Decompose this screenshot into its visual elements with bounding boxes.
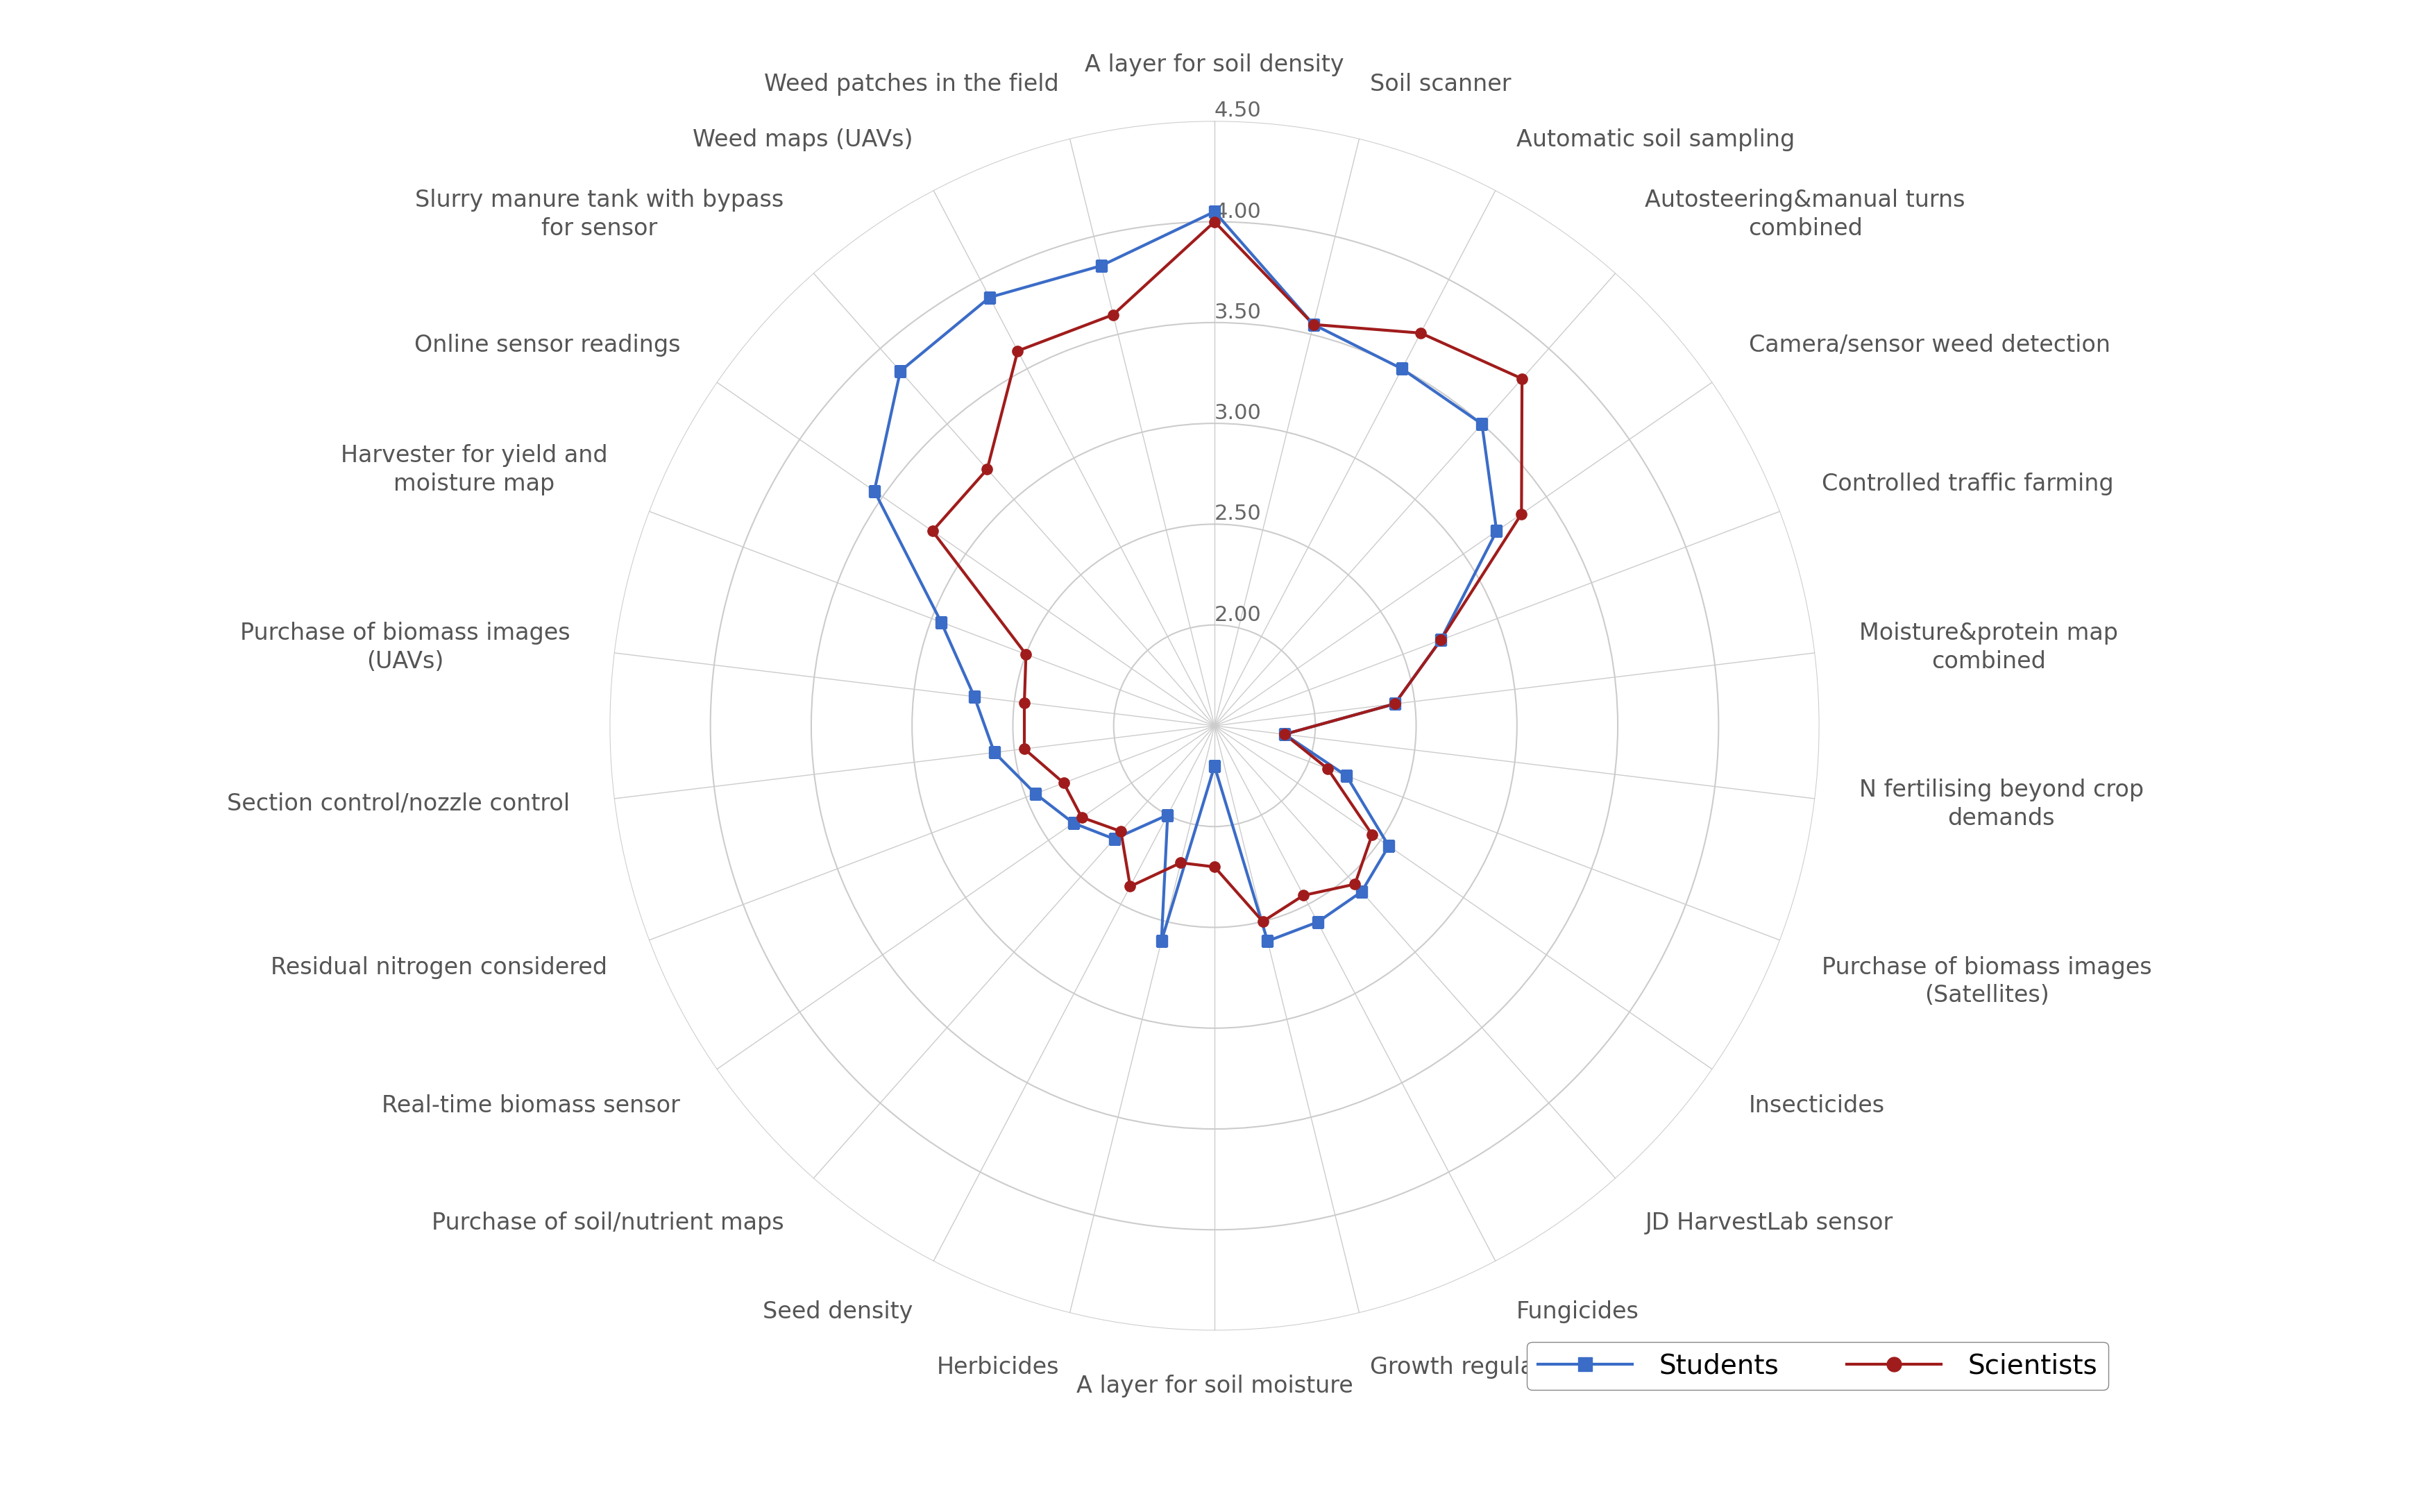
Text: Purchase of biomass images
(UAVs): Purchase of biomass images (UAVs) (240, 621, 571, 673)
Text: Automatic soil sampling: Automatic soil sampling (1516, 129, 1795, 151)
Text: Moisture&protein map
combined: Moisture&protein map combined (1858, 621, 2118, 673)
Text: Insecticides: Insecticides (1749, 1095, 1885, 1117)
Text: A layer for soil moisture: A layer for soil moisture (1076, 1374, 1353, 1397)
Text: Harvester for yield and
moisture map: Harvester for yield and moisture map (340, 445, 607, 496)
Text: N fertilising beyond crop
demands: N fertilising beyond crop demands (1858, 779, 2145, 830)
Text: Fungicides: Fungicides (1516, 1300, 1640, 1323)
Text: Weed patches in the field: Weed patches in the field (765, 73, 1059, 95)
Text: Purchase of biomass images
(Satellites): Purchase of biomass images (Satellites) (1822, 956, 2152, 1007)
Text: Weed maps (UAVs): Weed maps (UAVs) (692, 129, 913, 151)
Text: Herbicides: Herbicides (938, 1356, 1059, 1379)
Text: Autosteering&manual turns
combined: Autosteering&manual turns combined (1644, 189, 1965, 240)
Text: Seed density: Seed density (763, 1300, 913, 1323)
Text: Growth regulators: Growth regulators (1370, 1356, 1579, 1379)
Text: Controlled traffic farming: Controlled traffic farming (1822, 473, 2113, 496)
Text: Real-time biomass sensor: Real-time biomass sensor (381, 1095, 680, 1117)
Text: Slurry manure tank with bypass
for sensor: Slurry manure tank with bypass for senso… (415, 189, 785, 240)
Text: JD HarvestLab sensor: JD HarvestLab sensor (1644, 1211, 1892, 1235)
Text: Online sensor readings: Online sensor readings (413, 334, 680, 357)
Legend: Students, Scientists: Students, Scientists (1528, 1341, 2108, 1390)
Text: Residual nitrogen considered: Residual nitrogen considered (272, 956, 607, 978)
Text: A layer for soil density: A layer for soil density (1086, 54, 1343, 77)
Text: Camera/sensor weed detection: Camera/sensor weed detection (1749, 334, 2111, 357)
Text: Purchase of soil/nutrient maps: Purchase of soil/nutrient maps (432, 1211, 785, 1235)
Text: Section control/nozzle control: Section control/nozzle control (226, 792, 571, 815)
Text: Soil scanner: Soil scanner (1370, 73, 1511, 95)
